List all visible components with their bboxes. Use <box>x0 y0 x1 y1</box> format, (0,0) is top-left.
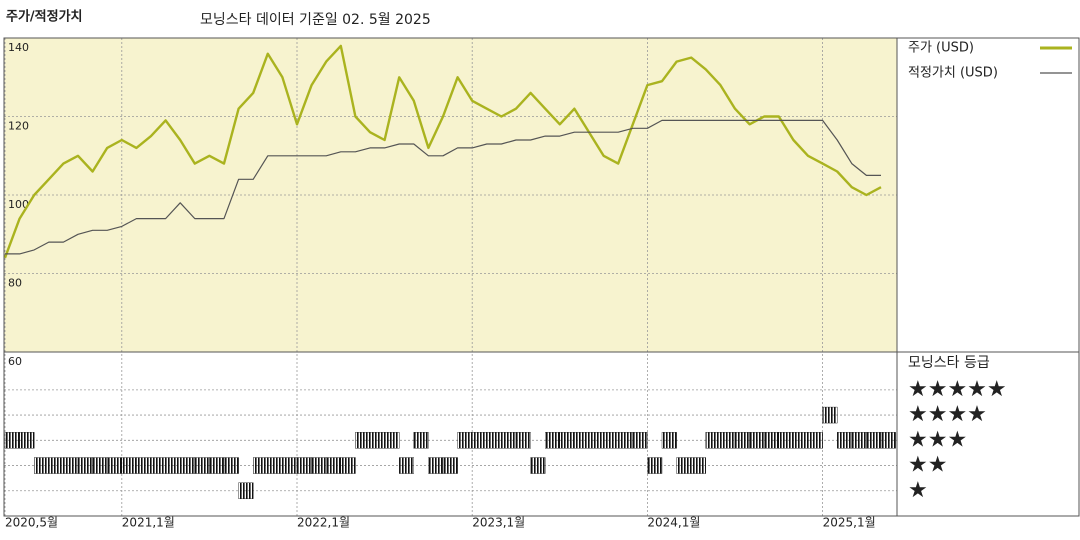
rating-bar <box>384 432 400 449</box>
rating-bar <box>326 457 342 474</box>
rating-bar <box>837 432 853 449</box>
rating-bar <box>19 432 35 449</box>
rating-bar <box>34 457 50 474</box>
rating-bar <box>851 432 867 449</box>
rating-bar <box>618 432 634 449</box>
rating-bar <box>778 432 794 449</box>
rating-bar <box>749 432 765 449</box>
rating-bar <box>472 432 488 449</box>
rating-bar <box>340 457 356 474</box>
rating-bar <box>720 432 736 449</box>
rating-bar <box>194 457 210 474</box>
legend-label: 주가 (USD) <box>908 41 974 56</box>
series-line <box>3 44 882 259</box>
rating-bar <box>399 457 415 474</box>
rating-bar <box>92 457 108 474</box>
x-tick-label: 2024,1월 <box>647 516 700 530</box>
rating-bar <box>63 457 79 474</box>
rating-bar <box>764 432 780 449</box>
y-tick-label: 120 <box>8 120 29 133</box>
rating-bar <box>369 432 385 449</box>
rating-bar <box>296 457 312 474</box>
rating-label: ★★ <box>908 453 947 478</box>
rating-bar <box>632 432 648 449</box>
x-tick-label: 2022,1월 <box>297 516 350 530</box>
y-tick-label: 60 <box>8 355 22 368</box>
rating-bar <box>252 457 268 474</box>
rating-bar <box>530 457 546 474</box>
rating-bar <box>121 457 137 474</box>
rating-bar <box>457 432 473 449</box>
x-tick-label: 2023,1월 <box>472 516 525 530</box>
rating-bar <box>866 432 882 449</box>
rating-bar <box>428 457 444 474</box>
rating-bar <box>355 432 371 449</box>
rating-bar <box>267 457 283 474</box>
rating-bar <box>311 457 327 474</box>
rating-bar <box>647 457 663 474</box>
rating-bar <box>574 432 590 449</box>
chart-subtitle: 모닝스타 데이터 기준일 02. 5월 2025 <box>200 12 431 28</box>
rating-bar <box>150 457 166 474</box>
series-line <box>5 119 881 255</box>
x-tick-label: 2021,1월 <box>122 516 175 530</box>
rating-bar <box>559 432 575 449</box>
rating-bar <box>282 457 298 474</box>
rating-label: ★★★★★ <box>908 377 1007 402</box>
rating-title: 모닝스타 등급 <box>908 355 990 371</box>
rating-bar <box>880 432 896 449</box>
x-tick-label: 2020,5월 <box>5 516 58 530</box>
y-tick-label: 80 <box>8 277 22 290</box>
rating-bar <box>4 432 20 449</box>
rating-bar <box>136 457 152 474</box>
y-tick-label: 100 <box>8 198 29 211</box>
x-tick-label: 2025,1월 <box>823 516 876 530</box>
rating-bar <box>209 457 225 474</box>
rating-bar <box>793 432 809 449</box>
rating-bar <box>501 432 517 449</box>
rating-bar <box>676 457 692 474</box>
rating-bar <box>661 432 677 449</box>
rating-bar <box>179 457 195 474</box>
rating-bar <box>486 432 502 449</box>
rating-bar <box>238 482 254 499</box>
rating-bar <box>515 432 531 449</box>
rating-bar <box>77 457 93 474</box>
legend-label: 적정가치 (USD) <box>908 66 998 81</box>
rating-bar <box>223 457 239 474</box>
rating-bar <box>603 432 619 449</box>
rating-bar <box>545 432 561 449</box>
rating-bar <box>48 457 64 474</box>
rating-bar <box>588 432 604 449</box>
rating-bar <box>413 432 429 449</box>
rating-label: ★★★★ <box>908 402 987 427</box>
rating-bar <box>106 457 122 474</box>
rating-bar <box>807 432 823 449</box>
rating-label: ★★★ <box>908 427 967 452</box>
frame <box>3 37 1080 517</box>
y-tick-label: 140 <box>8 41 29 54</box>
rating-label: ★ <box>908 478 928 503</box>
rating-bar <box>822 406 838 424</box>
rating-bar <box>165 457 181 474</box>
rating-bar <box>691 457 707 474</box>
rating-bar <box>442 457 458 474</box>
rating-bar <box>734 432 750 449</box>
rating-bar <box>705 432 721 449</box>
chart-title: 주가/적정가치 <box>6 9 83 25</box>
